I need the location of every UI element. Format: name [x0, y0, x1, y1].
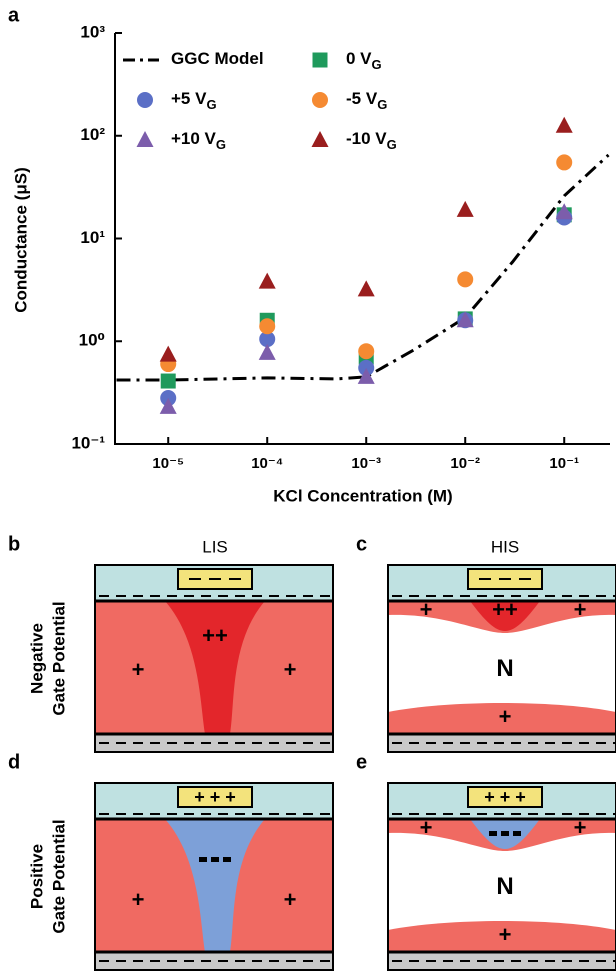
- marker-circle: [457, 271, 474, 288]
- x-tick-label: 10⁻³: [351, 455, 381, 472]
- marker-circle: [556, 154, 573, 171]
- legend-label: GGC Model: [171, 49, 264, 68]
- carrier-depleted: [199, 857, 207, 862]
- charge: +: [284, 887, 297, 912]
- x-tick-label: 10⁻⁴: [251, 455, 283, 472]
- charge: +: [574, 597, 587, 622]
- legend-label: -10 VG: [346, 129, 397, 152]
- substrate: [95, 734, 333, 752]
- y-tick-label: 10⁻¹: [71, 433, 105, 452]
- panel-frame: [387, 564, 616, 753]
- y-tick-label: 10²: [80, 125, 105, 144]
- charge: ++: [202, 623, 228, 648]
- x-tick-label: 10⁻¹: [549, 455, 579, 472]
- charge: +: [499, 704, 512, 729]
- legend-subscript: G: [216, 137, 226, 152]
- channel-bottom: [388, 921, 616, 952]
- carrier-depleted: [489, 831, 497, 836]
- depletion-funnel: [165, 819, 265, 952]
- y-tick-label: 10³: [80, 22, 105, 41]
- panel-frame: [94, 782, 334, 971]
- charge: +: [420, 815, 433, 840]
- legend-label: 0 VG: [346, 49, 382, 72]
- legend-marker: [136, 131, 154, 147]
- row-label: Negative: [27, 623, 46, 694]
- gate: [177, 786, 253, 808]
- legend-marker: [137, 92, 153, 108]
- row-label: Positive: [27, 844, 46, 909]
- y-tick-label: 10⁰: [79, 331, 105, 350]
- bulk-label: N: [496, 655, 513, 682]
- panel-label: b: [8, 533, 20, 555]
- marker-triangle: [357, 367, 375, 384]
- legend-name: GGC Model: [171, 49, 264, 68]
- marker-triangle: [357, 280, 375, 297]
- marker-circle: [259, 318, 276, 335]
- x-tick-label: 10⁻²: [450, 455, 480, 472]
- charge: +: [499, 922, 512, 947]
- legend-subscript: G: [372, 57, 382, 72]
- marker-triangle: [555, 203, 573, 220]
- legend-name: -5 V: [346, 89, 378, 108]
- panel-frame: [387, 782, 616, 971]
- panel-label: d: [8, 751, 20, 773]
- carrier-depleted: [223, 857, 231, 862]
- bulk-label: N: [496, 873, 513, 900]
- legend-name: 0 V: [346, 49, 372, 68]
- marker-circle: [259, 331, 276, 348]
- marker-triangle: [555, 116, 573, 133]
- marker-triangle: [456, 311, 474, 328]
- panel-title: LIS: [202, 537, 228, 556]
- charge: +: [132, 657, 145, 682]
- legend-name: +5 V: [171, 89, 207, 108]
- marker-triangle: [258, 343, 276, 360]
- x-tick-label: 10⁻⁵: [152, 455, 184, 472]
- y-axis-label: Conductance (μS): [11, 167, 30, 312]
- row-label: Gate Potential: [49, 601, 68, 715]
- legend-label: +10 VG: [171, 129, 226, 152]
- marker-triangle: [159, 345, 177, 362]
- panel-label: a: [8, 4, 20, 26]
- channel-bottom: [388, 703, 616, 734]
- marker-triangle: [456, 200, 474, 217]
- marker-triangle: [159, 397, 177, 414]
- marker-square: [160, 373, 176, 389]
- legend-marker: [311, 131, 329, 147]
- legend-name: +10 V: [171, 129, 217, 148]
- legend-subscript: G: [206, 97, 216, 112]
- carrier-depleted: [501, 831, 509, 836]
- x-axis-label: KCl Concentration (M): [273, 486, 452, 505]
- marker-circle: [358, 343, 375, 360]
- legend-subscript: G: [387, 137, 397, 152]
- panel-frame: [94, 564, 334, 753]
- legend-marker: [312, 52, 328, 68]
- panel-label: e: [356, 751, 367, 773]
- carrier-depleted: [211, 857, 219, 862]
- charge: +: [284, 657, 297, 682]
- legend-label: -5 VG: [346, 89, 387, 112]
- panel-title: HIS: [491, 537, 519, 556]
- gate: [467, 786, 543, 808]
- charge: +: [132, 887, 145, 912]
- depletion-funnel: [470, 601, 540, 631]
- y-tick-label: 10¹: [80, 228, 105, 247]
- marker-triangle: [258, 272, 276, 289]
- legend-name: -10 V: [346, 129, 387, 148]
- depletion-funnel: [165, 601, 265, 734]
- legend-label: +5 VG: [171, 89, 217, 112]
- charge: +: [574, 815, 587, 840]
- charge: +: [420, 597, 433, 622]
- substrate: [95, 952, 333, 970]
- panel-label: c: [356, 533, 367, 555]
- gate-charge: + + +: [194, 787, 236, 807]
- carrier-depleted: [513, 831, 521, 836]
- legend-marker: [312, 92, 328, 108]
- charge: ++: [492, 597, 518, 622]
- gate-charge: + + +: [484, 787, 526, 807]
- row-label: Gate Potential: [49, 819, 68, 933]
- legend-subscript: G: [377, 97, 387, 112]
